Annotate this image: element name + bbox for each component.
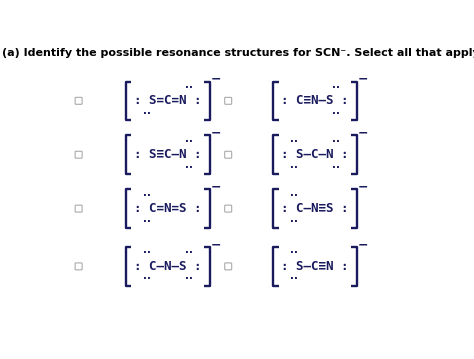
Text: −: − [358, 127, 368, 140]
Text: ··: ·· [143, 275, 151, 284]
Text: ··: ·· [185, 137, 192, 146]
Text: −: − [210, 181, 221, 194]
Text: −: − [358, 73, 368, 86]
Text: (a) Identify the possible resonance structures for SCN⁻. Select all that apply.: (a) Identify the possible resonance stru… [2, 48, 474, 58]
Text: ··: ·· [290, 137, 298, 146]
Text: ··: ·· [185, 248, 192, 258]
Text: ··: ·· [290, 248, 298, 258]
Text: : S—C≡N :: : S—C≡N : [281, 260, 349, 273]
Text: : S=C=N :: : S=C=N : [134, 94, 201, 107]
Text: : S≡C—N :: : S≡C—N : [134, 148, 201, 161]
Text: ··: ·· [143, 109, 151, 119]
Text: −: − [210, 238, 221, 251]
Text: ··: ·· [290, 163, 298, 173]
Text: ··: ·· [143, 191, 151, 201]
Text: ··: ·· [185, 163, 192, 173]
Text: ··: ·· [290, 191, 298, 201]
Text: ··: ·· [185, 275, 192, 284]
Text: : C—N≡S :: : C—N≡S : [281, 202, 349, 215]
Text: ··: ·· [332, 137, 340, 146]
Text: ··: ·· [290, 217, 298, 227]
Text: ··: ·· [143, 248, 151, 258]
Text: : C≡N—S :: : C≡N—S : [281, 94, 349, 107]
Text: : S—C—N :: : S—C—N : [281, 148, 349, 161]
Text: ··: ·· [332, 109, 340, 119]
Text: ··: ·· [143, 217, 151, 227]
Text: ··: ·· [185, 83, 192, 93]
Text: ··: ·· [290, 275, 298, 284]
Text: ··: ·· [332, 83, 340, 93]
Text: −: − [358, 238, 368, 251]
Text: ··: ·· [332, 163, 340, 173]
Text: : C=N=S :: : C=N=S : [134, 202, 201, 215]
Text: −: − [210, 127, 221, 140]
Text: : C—N—S :: : C—N—S : [134, 260, 201, 273]
Text: −: − [210, 73, 221, 86]
Text: −: − [358, 181, 368, 194]
